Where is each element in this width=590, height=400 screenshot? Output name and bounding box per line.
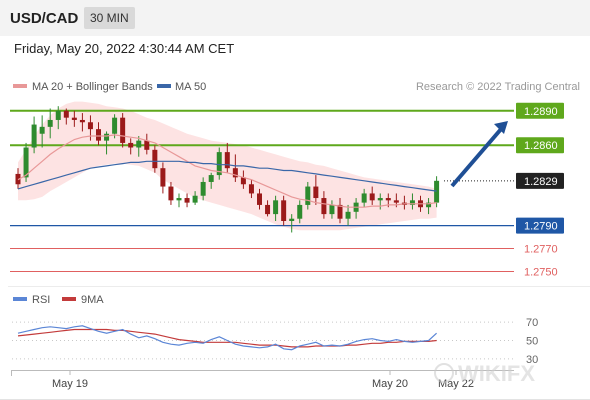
level-badge-resistance [516,137,564,154]
ma20-line [17,134,437,208]
candle-up [192,195,198,203]
candle-up [39,126,45,134]
ma50-legend-label: MA 50 [175,81,206,93]
candle-down [128,142,134,148]
research-credit: Research © 2022 Trading Central [416,81,580,93]
candle-down [144,140,150,150]
ma50-legend-swatch [157,84,171,88]
level-label: 1.2829 [524,176,558,188]
candle-down [168,186,174,201]
candle-down [265,204,271,215]
candle-up [136,140,142,148]
level-label: 1.2890 [524,106,558,118]
candle-up [208,175,214,182]
candle-up [345,211,351,219]
candle-down [184,198,190,203]
candle-up [112,117,118,134]
candle-up [47,119,53,127]
rsi-legend-swatch [13,297,27,301]
candle-down [152,149,158,169]
timestamp: Friday, May 20, 2022 4:30:44 AM CET [14,41,235,56]
candle-down [87,122,93,130]
candle-down [321,198,327,215]
rsi-legend-label: RSI [32,294,50,306]
rsi-line [17,325,438,351]
candle-down [232,168,238,178]
forecast-arrow-head [494,121,508,134]
level-badge-last [516,172,564,189]
watermark: WIKIFX [434,361,535,386]
candle-down [248,184,254,194]
candle-down [281,200,287,221]
ma50-line [17,160,437,192]
symbol-label: USD/CAD [10,10,79,27]
forecast-arrow-shaft [450,126,504,188]
ma9-legend-label: 9MA [81,294,104,306]
candle-down [96,129,101,141]
candle-up [434,180,440,203]
candle-up [289,218,295,221]
watermark-text: WIKIFX [458,361,535,386]
candle-up [273,200,279,215]
watermark-logo-icon [434,363,454,383]
candle-up [305,186,311,205]
chart-header: USD/CAD 30 MIN [0,0,590,36]
candle-up [329,204,335,215]
candle-down [71,117,77,120]
candle-down [63,110,69,118]
candle-down [393,200,399,203]
candle-down [79,119,85,123]
level-label: 1.2790 [524,221,558,233]
candle-down [240,177,246,185]
candle-down [257,193,262,205]
candle-up [377,198,383,201]
candle-up [176,198,182,201]
level-label: 1.2750 [524,267,558,279]
level-label: 1.2860 [524,140,558,152]
candle-down [313,186,319,199]
candle-up [361,193,367,203]
x-axis-label: May 19 [52,378,88,390]
candle-up [200,181,206,196]
ma20-legend-label: MA 20 + Bollinger Bands [32,81,153,93]
candle-down [337,204,343,219]
candle-down [369,193,375,201]
candle-down [120,117,126,143]
candle-up [426,202,432,208]
candle-up [297,204,303,219]
candle-down [224,152,230,169]
rsi-tick-label: 70 [526,317,538,329]
candle-up [23,147,29,178]
candle-down [160,168,166,187]
rsi-tick-label: 30 [526,354,538,366]
level-label: 1.2770 [524,244,558,256]
rsi-ma-line [17,328,437,348]
timeframe-badge[interactable]: 30 MIN [84,7,135,29]
candle-up [104,133,110,141]
level-badge-resistance [516,102,564,119]
ma20-legend-swatch [13,84,27,88]
ma9-legend-swatch [62,297,76,301]
candle-up [216,152,222,176]
candle-down [385,198,391,201]
candle-up [409,200,415,205]
candle-up [55,110,61,120]
rsi-tick-label: 50 [526,336,538,348]
candle-up [31,124,37,148]
level-badge-support [516,217,564,234]
x-axis-label: May 20 [372,378,408,390]
